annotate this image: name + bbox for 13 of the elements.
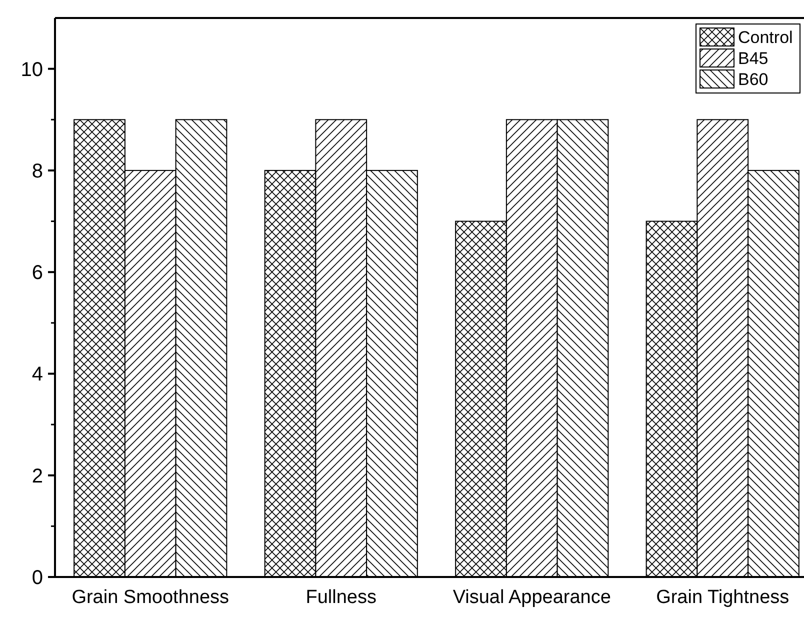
x-tick-label: Fullness	[306, 587, 376, 608]
legend-label: B60	[738, 70, 768, 89]
y-tick-label: 8	[32, 160, 43, 182]
x-tick-label: Grain Smoothness	[72, 587, 230, 608]
x-tick-label: Visual Appearance	[452, 587, 611, 608]
legend-label: Control	[738, 28, 793, 47]
y-tick-label: 10	[20, 58, 43, 81]
x-tick-label: Grain Tightness	[656, 587, 790, 608]
y-tick-label: 2	[32, 465, 43, 488]
y-tick-label: 4	[32, 364, 43, 386]
y-tick-label: 6	[32, 262, 43, 284]
legend-label: B45	[738, 48, 768, 68]
y-tick-label: 0	[32, 567, 43, 589]
